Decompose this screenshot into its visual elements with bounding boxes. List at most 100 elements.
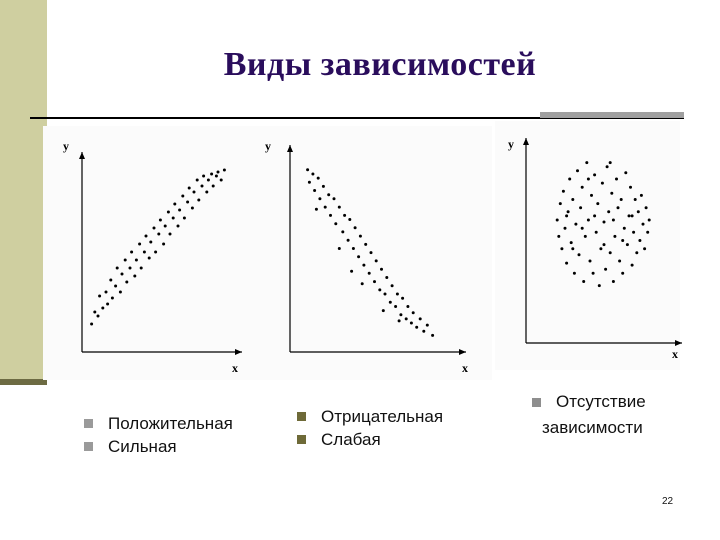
- scatter-point: [157, 232, 161, 236]
- scatter-point: [597, 284, 601, 288]
- scatter-point: [615, 177, 618, 181]
- scatter-point: [582, 280, 586, 283]
- scatter-point: [406, 305, 410, 308]
- scatter-point: [118, 290, 122, 294]
- scatter-point: [636, 210, 640, 214]
- scatter-point: [390, 284, 394, 288]
- scatter-point: [149, 240, 153, 244]
- scatter-point: [600, 181, 604, 185]
- scatter-point: [397, 319, 401, 323]
- scatter-point: [630, 263, 634, 267]
- x-axis-arrow-icon: [675, 340, 682, 346]
- scatter-point: [644, 206, 648, 210]
- scatter-plot-negative-weak: yx: [265, 139, 468, 375]
- caption-line: Слабая: [297, 428, 443, 451]
- scatter-point: [158, 218, 162, 222]
- scatter-point: [178, 208, 182, 212]
- scatter-point: [561, 189, 565, 193]
- scatter-point: [197, 198, 201, 202]
- scatter-point: [358, 234, 362, 238]
- scatter-point: [337, 205, 341, 209]
- x-axis-label: x: [232, 361, 238, 375]
- scatter-point: [353, 226, 357, 230]
- scatter-point: [588, 259, 592, 263]
- scatter-point: [187, 186, 191, 190]
- scatter-point: [610, 191, 614, 195]
- scatter-point: [563, 226, 567, 230]
- scatter-point: [144, 234, 148, 238]
- scatter-point: [383, 292, 387, 296]
- scatter-point: [621, 271, 625, 275]
- scatter-point: [568, 177, 572, 181]
- scatter-point: [627, 214, 631, 218]
- scatter-point: [171, 216, 175, 220]
- scatter-point: [106, 302, 110, 306]
- y-axis-label: y: [265, 139, 271, 153]
- scatter-point: [616, 206, 620, 210]
- scatter-point: [646, 230, 650, 234]
- scatter-point: [360, 282, 364, 286]
- scatter-point: [378, 288, 382, 292]
- bullet-square-icon: [84, 419, 93, 428]
- scatter-point: [624, 171, 628, 175]
- x-axis-label: x: [672, 347, 678, 361]
- scatter-point: [602, 243, 606, 247]
- scatter-point: [602, 220, 606, 224]
- scatter-point: [318, 197, 322, 201]
- scatter-point: [572, 271, 576, 275]
- scatter-point: [222, 168, 226, 172]
- x-axis-label: x: [462, 361, 468, 375]
- scatter-point: [608, 161, 612, 165]
- scatter-point: [205, 190, 209, 194]
- caption-text: зависимости: [542, 418, 643, 437]
- scatter-point: [341, 230, 345, 234]
- scatter-point: [619, 198, 623, 201]
- scatter-point: [138, 242, 142, 246]
- caption-line: Отсутствие: [532, 392, 692, 412]
- scatter-point: [182, 216, 186, 220]
- scatter-point: [346, 238, 350, 242]
- x-axis-arrow-icon: [459, 349, 466, 355]
- scatter-point: [186, 200, 190, 204]
- scatter-point: [166, 210, 170, 214]
- scatter-point: [585, 161, 589, 165]
- scatter-point: [329, 213, 332, 217]
- scatter-point: [125, 280, 129, 284]
- chart-panel-left: [43, 126, 492, 380]
- scatter-point: [565, 214, 569, 218]
- scatter-point: [431, 333, 435, 337]
- scatter-point: [348, 218, 352, 221]
- scatter-point: [591, 271, 595, 275]
- scatter-point: [590, 193, 593, 197]
- scatter-point: [593, 214, 597, 218]
- scatter-point: [604, 267, 608, 271]
- scatter-point: [395, 292, 399, 296]
- scatter-point: [557, 234, 561, 238]
- scatter-point: [311, 172, 315, 176]
- scatter-point: [216, 170, 220, 174]
- caption-text: Отрицательная: [321, 406, 444, 426]
- caption-text: Положительная: [108, 413, 233, 433]
- scatter-point: [210, 172, 214, 176]
- scatter-point: [618, 259, 622, 263]
- scatter-point: [380, 267, 383, 271]
- scatter-point: [571, 198, 575, 201]
- caption-negative-weak: Отрицательная Слабая: [297, 405, 443, 451]
- scatter-point: [316, 176, 320, 180]
- scatter-point: [394, 305, 398, 308]
- scatter-point: [638, 239, 642, 242]
- slide-title: Виды зависимостей: [223, 46, 537, 83]
- scatter-point: [219, 178, 223, 182]
- scatter-point: [90, 322, 94, 326]
- scatter-point: [334, 222, 338, 226]
- chart-panel-right: [495, 121, 680, 370]
- scatter-point: [133, 274, 137, 278]
- scatter-point: [381, 309, 385, 313]
- scatter-point: [195, 178, 199, 182]
- scatter-point: [586, 218, 590, 222]
- y-axis-arrow-icon: [79, 152, 85, 159]
- scatter-point: [399, 313, 403, 317]
- scatter-point: [152, 226, 156, 230]
- caption-positive-strong: Положительная Сильная: [84, 412, 233, 458]
